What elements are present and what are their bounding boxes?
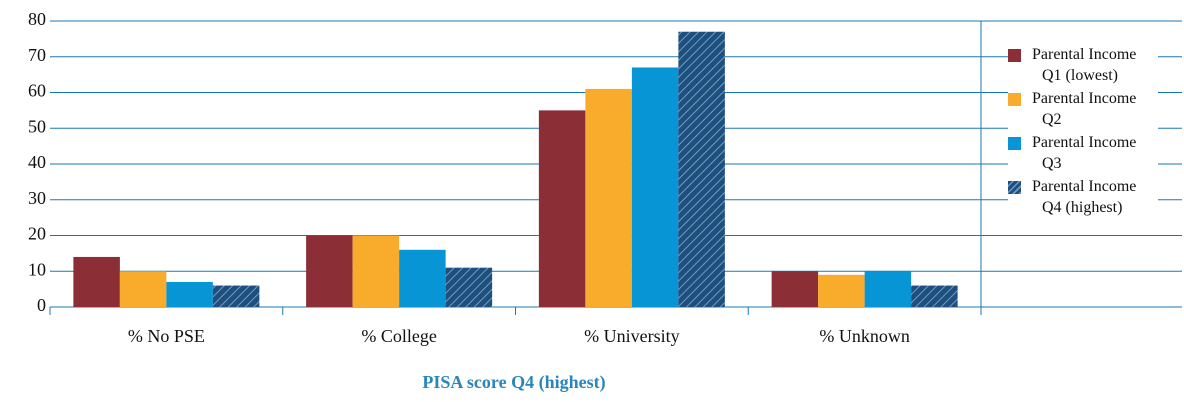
y-tick-label: 70 [28,45,46,65]
legend-item: Parental Income Q4 (highest) [1008,176,1158,218]
legend-label: Parental Income Q2 [1032,90,1137,128]
y-tick-label: 20 [28,224,46,244]
y-tick-label: 30 [28,188,46,208]
legend-swatch [1008,137,1021,150]
legend-label: Parental Income Q1 (lowest) [1032,46,1137,84]
bar [119,271,167,307]
bar [678,31,725,307]
bar [864,271,912,307]
x-tick-label: % No PSE [128,326,205,346]
legend-label: Parental Income Q3 [1032,134,1137,172]
y-tick-label: 50 [28,116,46,136]
y-tick-label: 80 [28,9,46,29]
legend-item: Parental Income Q2 [1008,88,1158,130]
x-tick-label: % Unknown [819,326,910,346]
chart-title: PISA score Q4 (highest) [422,372,605,393]
legend-label: Parental Income Q4 (highest) [1032,178,1137,216]
bar [631,67,679,307]
bar [399,249,446,307]
y-tick-label: 10 [28,259,46,279]
bar [818,274,865,307]
x-tick-label: % College [361,326,436,346]
legend-item: Parental Income Q3 [1008,132,1158,174]
x-tick-label: % University [584,326,679,346]
bar [166,281,213,307]
bar [212,285,260,307]
bar [771,271,819,307]
y-tick-label: 60 [28,81,46,101]
legend-swatch [1008,93,1021,106]
bar [538,110,586,307]
legend-swatch [1008,49,1021,62]
y-tick-label: 40 [28,152,46,172]
bar [306,235,353,307]
bar [73,256,120,307]
bar [585,88,632,307]
y-tick-label: 0 [37,295,46,315]
legend-item: Parental Income Q1 (lowest) [1008,44,1158,86]
legend: Parental Income Q1 (lowest) Parental Inco… [1008,44,1158,220]
bar [445,267,493,307]
bar [911,285,958,307]
bar [352,235,400,307]
legend-swatch [1008,181,1021,194]
